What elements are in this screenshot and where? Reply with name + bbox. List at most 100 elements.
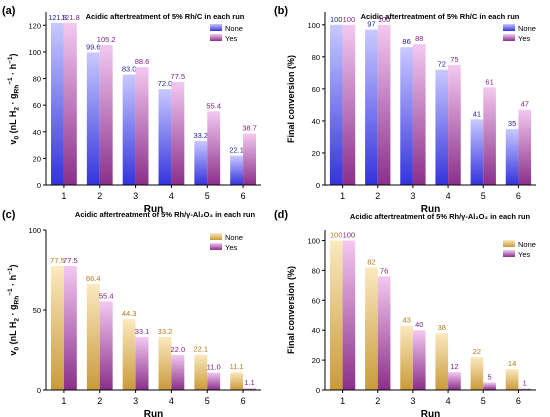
- data-label-yes-run-2: 100: [378, 15, 391, 24]
- data-label-none-run-6: 22.1: [229, 146, 244, 155]
- data-label-yes-run-6: 47: [521, 100, 529, 109]
- x-tick-label-run-5: 5: [481, 191, 486, 201]
- x-tick-label-run-1: 1: [340, 191, 345, 201]
- legend-swatch-none: [210, 24, 222, 31]
- x-tick-label-run-2: 2: [97, 396, 102, 406]
- bar-yes-run-3: [412, 330, 426, 390]
- legend-swatch-none: [503, 240, 515, 247]
- x-tick-label-run-3: 3: [410, 191, 415, 201]
- bar-none-run-1: [51, 22, 64, 185]
- x-tick-label-run-1: 1: [61, 191, 66, 201]
- legend-label-yes: Yes: [518, 34, 530, 43]
- bar-yes-run-5: [483, 382, 496, 390]
- x-tick-label-run-2: 2: [375, 396, 380, 406]
- bar-none-run-6: [505, 369, 519, 390]
- legend-swatch-none: [210, 233, 222, 240]
- data-label-yes-run-2: 105.2: [97, 35, 116, 44]
- bar-yes-run-1: [63, 22, 77, 185]
- data-label-yes-run-2: 76: [380, 266, 388, 275]
- data-label-none-run-4: 33.2: [158, 327, 173, 336]
- y-tick-label-120: 120: [28, 21, 41, 30]
- data-label-none-run-1: 121.8: [48, 13, 67, 22]
- y-tick-label-80: 80: [33, 75, 41, 84]
- bar-none-run-3: [400, 47, 413, 186]
- legend-swatch-yes: [503, 250, 515, 257]
- bar-yes-run-4: [171, 354, 185, 390]
- bar-none-run-5: [470, 357, 484, 390]
- bar-none-run-5: [194, 140, 208, 185]
- y-tick-label-0: 0: [316, 181, 320, 190]
- bar-none-run-1: [51, 266, 64, 390]
- bar-yes-run-6: [243, 133, 256, 185]
- x-tick-label-run-1: 1: [340, 396, 345, 406]
- bar-yes-run-3: [135, 337, 149, 390]
- bar-none-run-4: [158, 89, 172, 185]
- bar-none-run-5: [470, 119, 484, 185]
- panel-tag: (a): [2, 5, 16, 17]
- bar-yes-run-3: [412, 44, 426, 186]
- x-tick-label-run-4: 4: [446, 191, 451, 201]
- chart-title: Acidic aftertreatment of 5% Rh/γ-Al₂O₃ i…: [350, 212, 531, 221]
- panel-tag: (b): [274, 5, 288, 17]
- data-label-none-run-2: 82: [367, 257, 375, 266]
- bar-none-run-3: [122, 74, 136, 185]
- bar-none-run-6: [505, 128, 519, 185]
- legend-label-yes: Yes: [225, 34, 237, 43]
- data-label-yes-run-1: 121.8: [61, 13, 80, 22]
- bar-yes-run-2: [377, 24, 391, 185]
- x-axis-label: Run: [421, 204, 440, 215]
- y-axis-label: Final conversion (%): [286, 55, 296, 143]
- legend-label-none: None: [518, 240, 536, 249]
- data-label-yes-run-3: 88.6: [135, 57, 150, 66]
- x-tick-label-run-2: 2: [375, 191, 380, 201]
- data-label-none-run-1: 100: [330, 230, 343, 239]
- data-label-yes-run-1: 100: [343, 230, 356, 239]
- bar-yes-run-4: [448, 64, 461, 185]
- data-label-yes-run-3: 33.1: [135, 327, 150, 336]
- y-tick-label-40: 40: [312, 326, 320, 335]
- legend-swatch-none: [503, 24, 515, 31]
- panel-d: (d) Acidic aftertreatment of 5% Rh/γ-Al₂O…: [274, 209, 536, 417]
- data-label-yes-run-4: 75: [450, 55, 458, 64]
- bar-yes-run-6: [518, 388, 532, 390]
- bar-none-run-3: [400, 325, 413, 390]
- data-label-yes-run-6: 1: [523, 379, 527, 388]
- x-tick-label-run-6: 6: [241, 191, 246, 201]
- data-label-yes-run-5: 61: [485, 77, 493, 86]
- bar-yes-run-1: [63, 266, 77, 390]
- bar-none-run-2: [86, 52, 100, 185]
- legend-label-yes: Yes: [518, 250, 530, 259]
- y-tick-label-40: 40: [312, 117, 320, 126]
- y-tick-label-20: 20: [312, 149, 320, 158]
- x-tick-label-run-3: 3: [410, 396, 415, 406]
- bar-none-run-4: [435, 69, 449, 185]
- x-tick-label-run-5: 5: [205, 396, 210, 406]
- bar-yes-run-2: [99, 45, 113, 185]
- data-label-none-run-2: 66.4: [86, 274, 101, 283]
- data-label-yes-run-1: 77.5: [63, 256, 78, 265]
- bar-none-run-2: [86, 283, 100, 390]
- y-axis-label: v0 (nL H2 · gRh−1 · h−1): [7, 264, 21, 355]
- bar-none-run-6: [230, 372, 244, 390]
- bar-yes-run-5: [483, 87, 496, 185]
- y-tick-label-50: 50: [33, 306, 41, 315]
- y-tick-label-80: 80: [312, 53, 320, 62]
- bar-none-run-1: [329, 24, 343, 185]
- legend-swatch-yes: [503, 34, 515, 41]
- data-label-yes-run-4: 12: [450, 362, 458, 371]
- x-tick-label-run-5: 5: [481, 396, 486, 406]
- y-tick-label-0: 0: [37, 181, 41, 190]
- data-label-none-run-5: 22: [473, 347, 481, 356]
- y-axis-label: Final conversion (%): [286, 266, 296, 354]
- legend-label-yes: Yes: [225, 243, 237, 252]
- legend-label-none: None: [225, 233, 243, 242]
- y-tick-label-20: 20: [33, 154, 41, 163]
- data-label-yes-run-3: 88: [415, 34, 423, 43]
- bar-yes-run-3: [135, 67, 149, 185]
- x-axis-label: Run: [144, 204, 163, 215]
- data-label-yes-run-5: 5: [487, 373, 491, 382]
- x-tick-label-run-3: 3: [133, 191, 138, 201]
- y-tick-label-80: 80: [312, 266, 320, 275]
- data-label-none-run-2: 97: [367, 20, 375, 29]
- bar-yes-run-4: [171, 81, 185, 185]
